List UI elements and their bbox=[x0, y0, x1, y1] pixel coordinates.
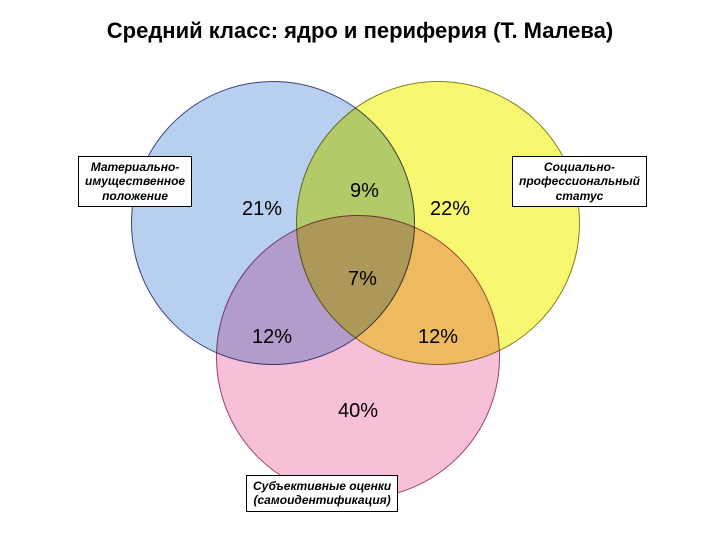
page-title: Средний класс: ядро и периферия (Т. Мале… bbox=[0, 18, 720, 44]
label-left: Материально- имущественное положение bbox=[78, 156, 192, 207]
label-right: Социально- профессиональный статус bbox=[512, 156, 647, 207]
venn-diagram: Материально- имущественное положение Соц… bbox=[0, 70, 720, 540]
percent-right-only: 22% bbox=[430, 198, 470, 221]
label-bottom: Субъективные оценки (самоидентификация) bbox=[246, 475, 398, 512]
percent-left-bottom: 12% bbox=[252, 326, 292, 349]
percent-right-bottom: 12% bbox=[418, 326, 458, 349]
circle-bottom bbox=[216, 215, 500, 499]
percent-center: 7% bbox=[348, 268, 377, 291]
percent-top-overlap: 9% bbox=[350, 180, 379, 203]
percent-bottom-only: 40% bbox=[338, 400, 378, 423]
percent-left-only: 21% bbox=[242, 198, 282, 221]
